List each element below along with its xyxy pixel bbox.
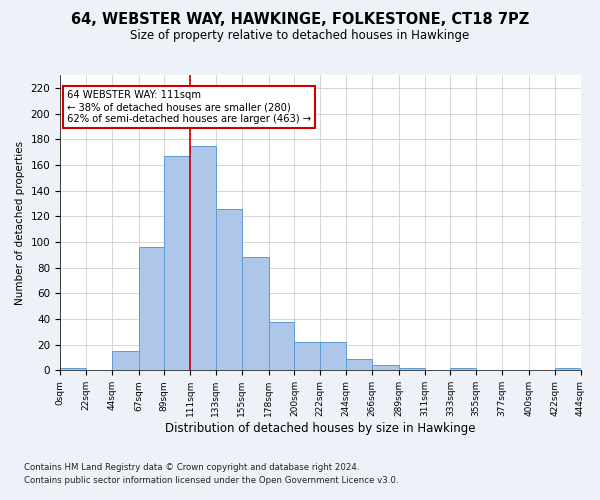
Bar	[164, 156, 190, 370]
Text: Size of property relative to detached houses in Hawkinge: Size of property relative to detached ho…	[130, 29, 470, 42]
Bar	[320, 342, 346, 370]
Bar	[190, 146, 216, 370]
Y-axis label: Number of detached properties: Number of detached properties	[15, 140, 25, 304]
Bar	[269, 322, 295, 370]
Text: 64, WEBSTER WAY, HAWKINGE, FOLKESTONE, CT18 7PZ: 64, WEBSTER WAY, HAWKINGE, FOLKESTONE, C…	[71, 12, 529, 28]
Bar	[346, 359, 372, 370]
Bar	[295, 342, 320, 370]
Bar	[555, 368, 581, 370]
Bar	[399, 368, 425, 370]
Text: Contains HM Land Registry data © Crown copyright and database right 2024.: Contains HM Land Registry data © Crown c…	[24, 464, 359, 472]
Text: 64 WEBSTER WAY: 111sqm
← 38% of detached houses are smaller (280)
62% of semi-de: 64 WEBSTER WAY: 111sqm ← 38% of detached…	[67, 90, 311, 124]
Bar	[451, 368, 476, 370]
X-axis label: Distribution of detached houses by size in Hawkinge: Distribution of detached houses by size …	[165, 422, 476, 435]
Bar	[112, 351, 139, 370]
Bar	[216, 208, 242, 370]
Bar	[139, 247, 164, 370]
Bar	[242, 258, 269, 370]
Text: Contains public sector information licensed under the Open Government Licence v3: Contains public sector information licen…	[24, 476, 398, 485]
Bar	[60, 368, 86, 370]
Bar	[372, 365, 399, 370]
